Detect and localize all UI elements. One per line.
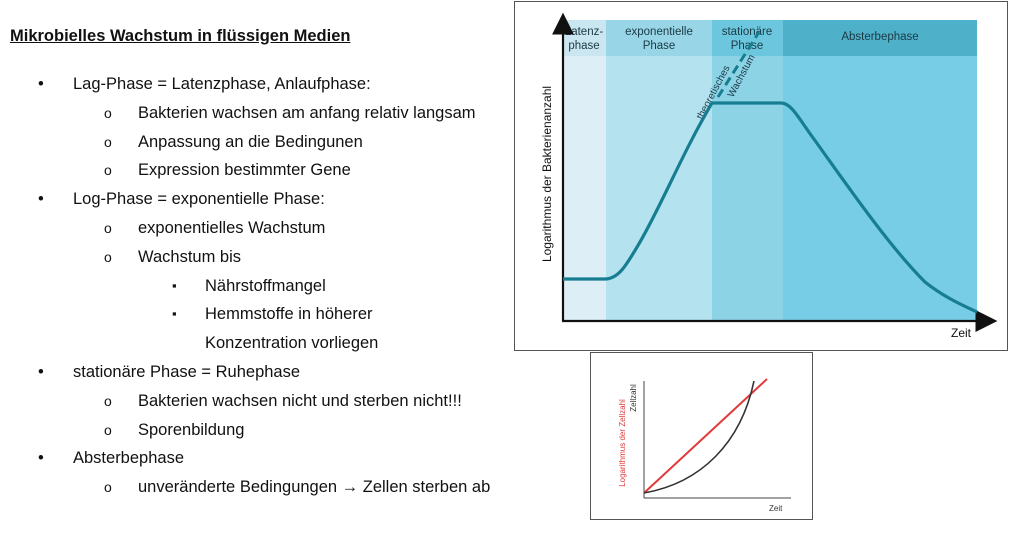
outline-item-level-1: Log-Phase = exponentielle Phase: xyxy=(73,190,325,209)
phase-header-stationary xyxy=(712,20,783,56)
linear-line xyxy=(643,378,768,494)
outline-bullet-icon: o xyxy=(104,104,112,121)
outline-bullet-icon: • xyxy=(38,363,44,381)
small-x-label: Zeit xyxy=(769,504,783,513)
small-y-label-black: Zellzahl xyxy=(629,384,638,412)
outline-item-level-3: Konzentration vorliegen xyxy=(205,334,379,353)
phase-band-stationary xyxy=(712,20,783,320)
outline-item-level-2: Expression bestimmter Gene xyxy=(138,161,351,180)
growth-curve-figure: Latenz- phase exponentielle Phase statio… xyxy=(514,1,1008,351)
small-y-label-red: Logarithmus der Zellzahl xyxy=(618,399,627,487)
outline-bullet-icon: • xyxy=(38,449,44,468)
growth-curve xyxy=(563,101,978,314)
exponential-curve xyxy=(643,380,755,494)
y-axis-label: Logarithmus der Bakterienanzahl xyxy=(540,86,554,262)
phase-label-lag-1: Latenz- xyxy=(565,26,604,38)
page-title: Mikrobielles Wachstum in flüssigen Medie… xyxy=(10,27,351,45)
small-comparison-svg: Logarithmus der Zellzahl Zellzahl Zeit xyxy=(618,378,791,513)
phase-band-lag xyxy=(563,20,606,320)
outline-item-level-3: Hemmstoffe in höherer xyxy=(205,305,373,324)
outline-item-level-1: Lag-Phase = Latenzphase, Anlaufphase: xyxy=(73,75,371,93)
phase-band-death xyxy=(783,20,977,320)
outline-bullet-icon: • xyxy=(38,75,44,93)
outline-item-level-2: exponentielles Wachstum xyxy=(138,219,326,237)
outline-item-level-2: Bakterien wachsen am anfang relativ lang… xyxy=(138,103,476,122)
outline-item-level-2: unveränderte Bedingungen → Zellen sterbe… xyxy=(138,478,491,497)
outline-bullet-icon: ▪ xyxy=(172,306,177,322)
outline-bullet-icon: o xyxy=(104,220,112,236)
outline-bullet-icon: o xyxy=(104,133,112,150)
outline-item-level-3: Nährstoffmangel xyxy=(205,276,326,295)
small-comparison-figure: Logarithmus der Zellzahl Zellzahl Zeit xyxy=(590,352,813,520)
phase-label-exponential-1: exponentielle xyxy=(625,26,693,38)
growth-curve-svg: Latenz- phase exponentielle Phase statio… xyxy=(540,12,998,340)
outline-item-level-2: Sporenbildung xyxy=(138,420,245,439)
phase-header-death xyxy=(783,20,977,56)
phase-label-stationary-1: stationäre xyxy=(722,26,773,38)
phase-label-exponential-2: Phase xyxy=(643,40,676,52)
outline-bullet-icon: o xyxy=(104,248,112,265)
outline-bullet-icon: o xyxy=(104,392,112,409)
phase-label-death: Absterbephase xyxy=(841,31,918,43)
outline-bullet-icon: o xyxy=(104,421,112,438)
outline-item-level-1: Absterbephase xyxy=(73,449,184,468)
outline-item-level-2: Bakterien wachsen nicht und sterben nich… xyxy=(138,391,462,410)
outline-item-level-2: Wachstum bis xyxy=(138,247,241,266)
phase-label-stationary-2: Phase xyxy=(731,40,764,52)
outline-bullet-icon: • xyxy=(38,190,44,209)
phase-header-exponential xyxy=(606,20,712,56)
phase-label-lag-2: phase xyxy=(568,40,599,52)
theoretical-growth-line xyxy=(716,31,761,98)
outline-bullet-icon: ▪ xyxy=(172,277,177,293)
x-axis-label: Zeit xyxy=(951,326,972,340)
outline-bullet-icon: o xyxy=(104,479,112,496)
phase-band-exponential xyxy=(606,20,712,320)
outline-item-level-2: Anpassung an die Bedingunen xyxy=(138,132,363,151)
outline-item-level-1: stationäre Phase = Ruhephase xyxy=(73,363,301,381)
outline-bullet-icon: o xyxy=(104,162,112,179)
